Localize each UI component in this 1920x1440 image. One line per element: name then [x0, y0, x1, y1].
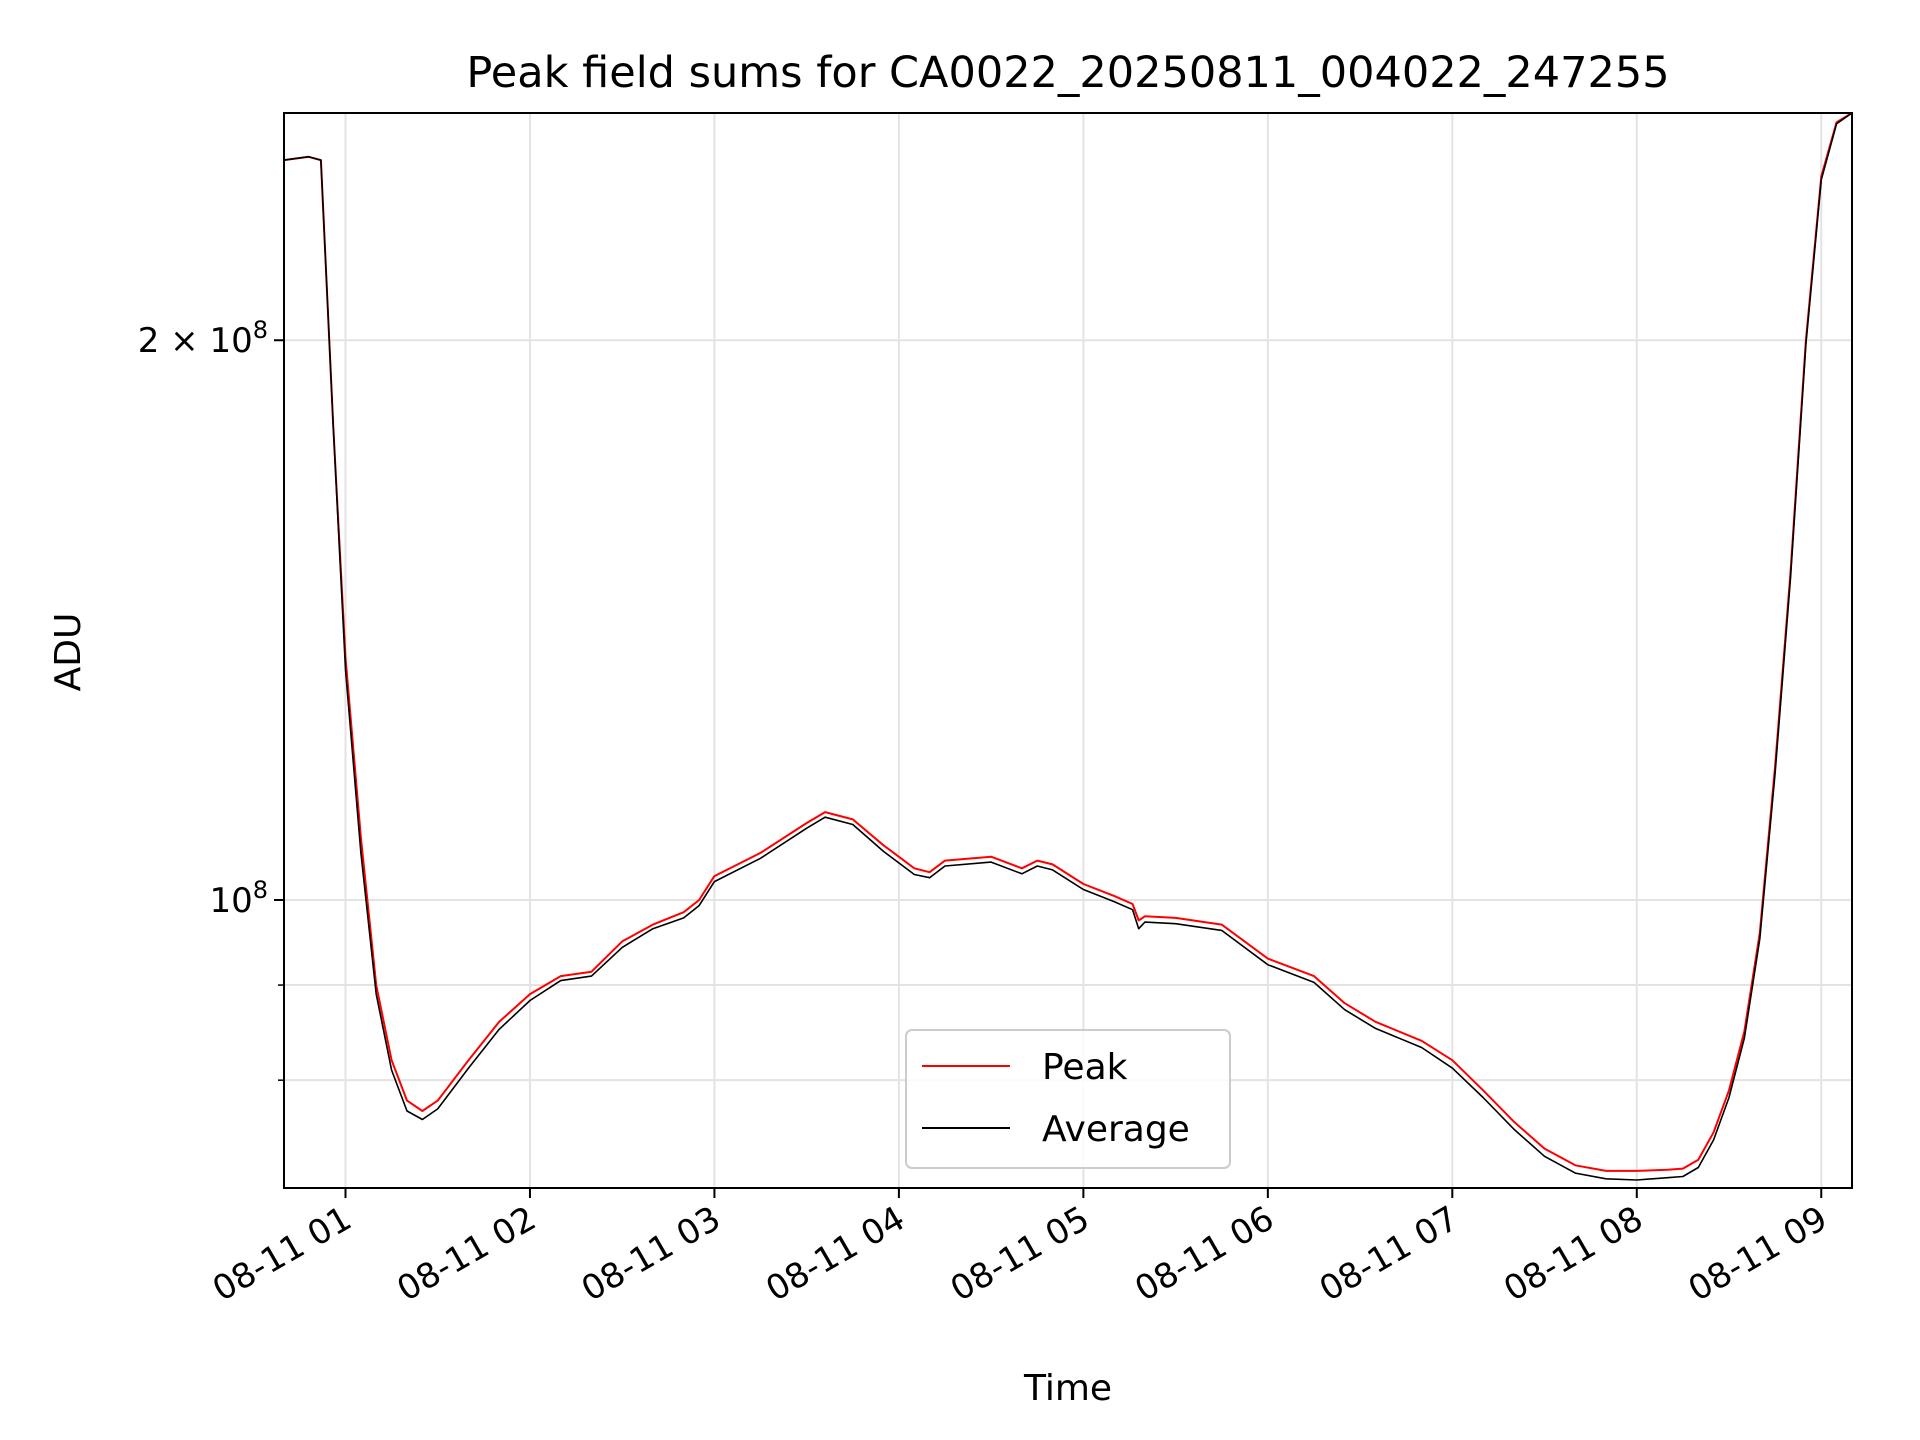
- legend-label-peak: Peak: [1042, 1047, 1128, 1088]
- series-line-peak: [283, 112, 1853, 1172]
- chart-title: Peak field sums for CA0022_20250811_0040…: [466, 48, 1669, 98]
- plot-frame: [283, 112, 1853, 1189]
- legend-label-average: Average: [1042, 1109, 1190, 1150]
- x-axis-title: Time: [1023, 1368, 1112, 1409]
- y-tick-label: 108: [209, 876, 268, 921]
- y-tick-label: 2 × 108: [138, 316, 268, 361]
- series-line-average: [283, 112, 1853, 1181]
- series-lines: [283, 112, 1853, 1181]
- y-axis-title: ADU: [48, 613, 89, 692]
- legend: Peak Average: [905, 1029, 1231, 1169]
- y-axis: 108 2 × 108: [138, 316, 284, 1081]
- legend-box: [905, 1029, 1231, 1169]
